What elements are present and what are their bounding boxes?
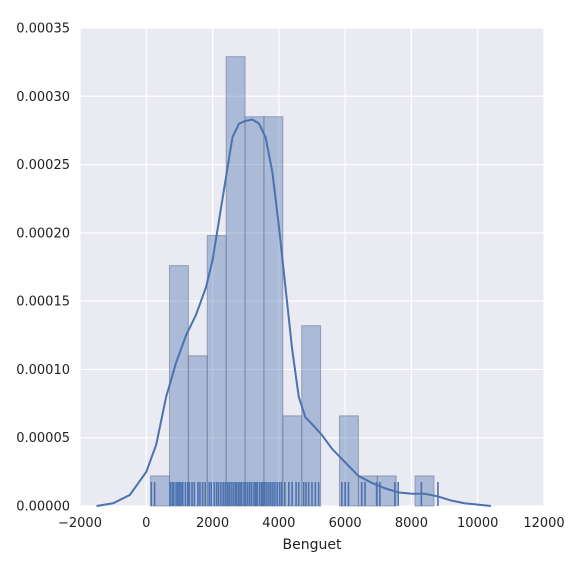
y-tick-label: 0.00015 [16,295,70,310]
rug-marks [150,482,439,506]
x-tick-label: −2000 [58,516,102,531]
y-tick-label: 0.00025 [16,158,70,173]
x-tick-labels: −2000 0 2000 4000 6000 8000 10000 12000 [58,516,565,531]
y-tick-label: 0.00000 [16,500,70,515]
x-tick-label: 8000 [395,516,428,531]
x-axis-label: Benguet [283,537,342,553]
histogram-bar [414,475,435,507]
histogram-bar [244,116,265,507]
x-tick-label: 6000 [329,516,362,531]
y-tick-label: 0.00020 [16,226,70,241]
x-tick-label: 2000 [196,516,229,531]
x-tick-label: 4000 [262,516,295,531]
histogram-bar [206,235,227,507]
x-tick-label: 12000 [523,516,564,531]
y-tick-label: 0.00035 [16,22,70,37]
histogram-bar [225,56,246,507]
x-tick-label: 0 [142,516,150,531]
x-tick-label: 10000 [457,516,498,531]
y-tick-label: 0.00030 [16,90,70,105]
kde-line [96,118,492,507]
y-tick-labels: 0.00000 0.00005 0.00010 0.00015 0.00020 0.000… [16,22,70,515]
histogram-bar [301,325,322,507]
plot-background [80,28,544,506]
y-tick-label: 0.00010 [16,363,70,378]
y-tick-label: 0.00005 [16,431,70,446]
histogram-bar [168,265,189,507]
histogram-bar [150,475,170,507]
